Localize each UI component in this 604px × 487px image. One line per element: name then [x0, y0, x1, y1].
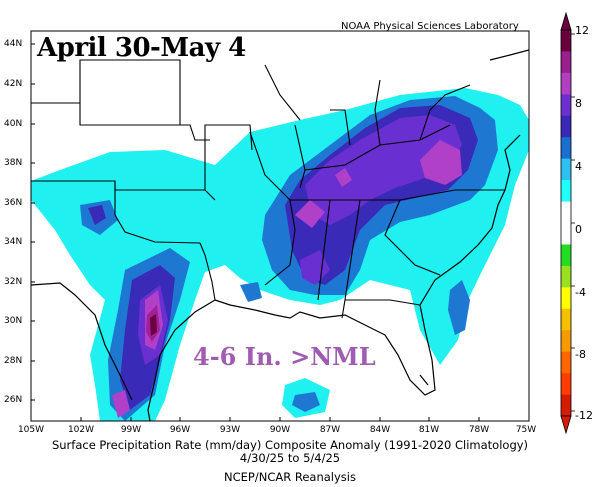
lat-label: 34N [4, 237, 23, 247]
coastline [31, 49, 529, 421]
lat-label: 32N [4, 277, 23, 287]
lat-label: 36N [4, 198, 23, 208]
anomaly-note-overlay: 4-6 In. >NML [193, 342, 376, 371]
colorbar-segment [561, 330, 571, 352]
lat-ticks [31, 43, 35, 401]
anomaly-spot-violet [112, 390, 130, 418]
colorbar-segment [561, 223, 571, 245]
colorbar-segment [561, 308, 571, 331]
lat-label: 30N [4, 316, 23, 326]
state-boundaries [31, 59, 505, 319]
anomaly-spot-maroon [150, 314, 157, 336]
colorbar-segment [561, 94, 571, 117]
caption-line-1: Surface Precipitation Rate (mm/day) Comp… [51, 438, 529, 452]
colorbar-min-arrow [560, 415, 572, 435]
colorbar-segment [561, 180, 571, 202]
colorbar [560, 11, 575, 435]
anomaly-spot-blue [240, 282, 262, 302]
colorbar-segment [561, 115, 571, 138]
anomaly-spot-violet [420, 140, 462, 185]
map-title-overlay: April 30-May 4 [37, 33, 246, 63]
lon-ticks [30, 417, 530, 421]
lon-label: 84W [369, 425, 391, 435]
colorbar-segment [561, 72, 571, 95]
colorbar-tick: -4 [575, 286, 586, 299]
caption-line-2: 4/30/25 to 5/4/25 [239, 451, 341, 465]
lon-label: 81W [418, 425, 440, 435]
colorbar-segment [561, 30, 571, 52]
lon-label: 90W [269, 425, 291, 435]
lat-label: 42N [4, 79, 23, 89]
anomaly-spot-blue [292, 392, 320, 412]
lon-label: 102W [67, 425, 95, 435]
colorbar-segment [561, 158, 571, 181]
lat-label: 38N [4, 158, 23, 168]
anomaly-spot-indigo [88, 205, 106, 225]
lat-label: 40N [4, 119, 23, 129]
colorbar-tick: -12 [575, 409, 593, 422]
colorbar-segment [561, 137, 571, 159]
colorbar-tick: -8 [575, 348, 586, 361]
colorbar-max-arrow [560, 11, 572, 31]
anomaly-spot-violet [335, 168, 352, 187]
anomaly-spot-blue [448, 280, 470, 335]
colorbar-segment [561, 201, 571, 224]
lon-label: 87W [319, 425, 341, 435]
colorbar-tick: 4 [575, 160, 582, 173]
anomaly-band-purple [305, 115, 462, 225]
lat-label: 44N [4, 39, 23, 49]
lon-label: 78W [468, 425, 490, 435]
lon-label: 99W [120, 425, 142, 435]
caption-line-3: NCEP/NCAR Reanalysis [224, 470, 356, 484]
colorbar-segment [561, 265, 571, 288]
colorbar-segment [561, 51, 571, 74]
lon-label: 96W [169, 425, 191, 435]
lon-label: 93W [219, 425, 241, 435]
anomaly-spot-violet [295, 200, 325, 228]
colorbar-tick: 8 [575, 97, 582, 110]
colorbar-tick: 0 [575, 223, 582, 236]
credit-text: NOAA Physical Sciences Laboratory [341, 21, 519, 32]
colorbar-segment [561, 394, 571, 417]
anomaly-contours [31, 49, 529, 421]
lat-label: 26N [4, 395, 23, 405]
lat-label: 28N [4, 356, 23, 366]
colorbar-segment [561, 287, 571, 310]
colorbar-segment [561, 244, 571, 267]
lon-label: 105W [17, 425, 45, 435]
colorbar-segment [561, 373, 571, 395]
lon-label: 75W [515, 425, 537, 435]
colorbar-segment [561, 351, 571, 374]
colorbar-tick: 12 [575, 24, 589, 37]
